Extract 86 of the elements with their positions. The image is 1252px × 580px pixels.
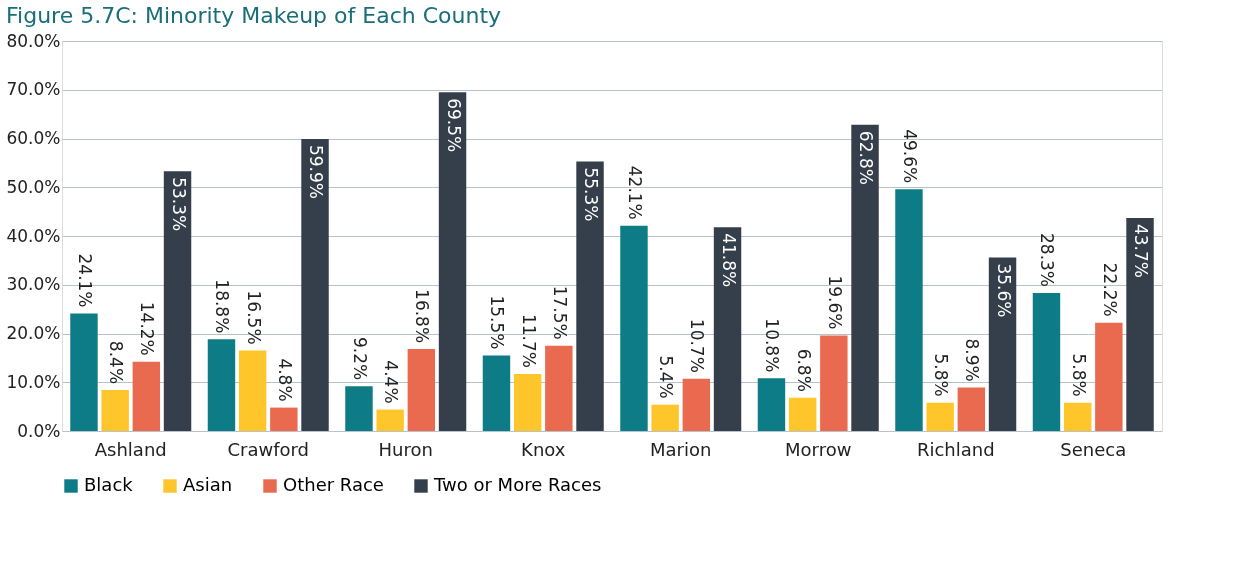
y-tick-label: 30.0%	[6, 274, 61, 295]
bar	[513, 373, 542, 431]
bar	[1126, 217, 1154, 431]
bar	[545, 345, 573, 431]
bar	[376, 409, 404, 431]
bar	[438, 92, 467, 431]
x-tick-label: Marion	[650, 438, 712, 460]
bar	[788, 397, 817, 431]
data-label: 55.3%	[581, 167, 602, 222]
data-label: 69.5%	[443, 98, 464, 153]
bar	[207, 339, 236, 431]
y-tick-label: 20.0%	[6, 323, 61, 343]
data-label: 24.1%	[74, 253, 95, 308]
x-tick-label: Morrow	[785, 438, 852, 460]
data-label: 19.6%	[824, 275, 845, 330]
data-label: 5.8%	[1068, 353, 1089, 397]
data-label: 4.4%	[381, 360, 402, 404]
legend-label: Black	[84, 474, 134, 495]
bar	[101, 390, 129, 431]
data-label: 16.5%	[243, 290, 264, 345]
bar	[132, 361, 161, 431]
data-label: 41.8%	[718, 233, 739, 288]
bar	[957, 387, 986, 431]
bar	[301, 138, 329, 431]
y-tick-label: 70.0%	[6, 79, 61, 100]
bar	[482, 355, 511, 431]
y-tick-label: 40.0%	[6, 225, 61, 246]
chart-title: Figure 5.7C: Minority Makeup of Each County	[6, 3, 502, 28]
data-label: 9.2%	[349, 336, 370, 381]
bar	[270, 407, 298, 431]
bar	[345, 386, 373, 431]
x-tick-label: Huron	[378, 438, 433, 460]
x-tick-label: Seneca	[1060, 438, 1127, 460]
y-tick-label: 50.0%	[6, 176, 61, 197]
bar	[70, 313, 98, 431]
data-label: 4.8%	[274, 358, 295, 402]
data-label: 11.7%	[518, 313, 539, 368]
bar	[757, 378, 786, 431]
data-label: 59.9%	[306, 144, 327, 199]
data-label: 16.8%	[412, 289, 433, 344]
data-label: 14.2%	[137, 301, 158, 356]
legend-label: Two or More Races	[433, 474, 602, 495]
data-label: 10.7%	[687, 318, 708, 373]
data-label: 17.5%	[549, 285, 570, 340]
bar	[163, 171, 192, 431]
bar	[926, 402, 954, 431]
y-tick-label: 10.0%	[6, 371, 61, 392]
x-tick-label: Knox	[521, 438, 566, 460]
data-label: 8.4%	[106, 340, 127, 385]
x-tick-label: Crawford	[227, 438, 310, 460]
legend-label: Other Race	[283, 474, 384, 495]
bar	[820, 335, 848, 431]
bar	[851, 124, 879, 431]
data-label: 35.6%	[993, 263, 1014, 318]
data-label: 49.6%	[899, 129, 920, 184]
bar	[1063, 402, 1092, 431]
bar	[682, 378, 711, 431]
data-label: 6.8%	[793, 348, 814, 392]
data-label: 62.8%	[856, 130, 877, 185]
y-tick-label: 80.0%	[6, 30, 61, 51]
bar	[895, 189, 923, 431]
bar	[620, 225, 648, 431]
y-tick-label: 60.0%	[6, 128, 61, 148]
bar	[713, 227, 742, 431]
data-label: 8.9%	[962, 338, 983, 382]
x-tick-label: Richland	[916, 438, 995, 460]
bar	[651, 404, 679, 431]
data-label: 5.8%	[931, 353, 952, 397]
y-tick-label: 0.0%	[17, 420, 61, 441]
data-label: 18.8%	[212, 279, 233, 334]
legend-label: Asian	[183, 474, 233, 495]
bar	[1032, 293, 1061, 431]
data-label: 28.3%	[1037, 233, 1058, 288]
bar	[407, 349, 436, 431]
x-tick-label: Ashland	[94, 438, 167, 460]
data-label: 10.8%	[762, 318, 783, 373]
data-label: 42.1%	[624, 165, 645, 220]
bar	[988, 257, 1017, 431]
bar	[576, 161, 604, 431]
data-label: 43.7%	[1131, 223, 1152, 278]
bar	[1095, 322, 1123, 431]
data-label: 5.4%	[656, 355, 677, 399]
data-label: 22.2%	[1099, 262, 1120, 317]
data-label: 53.3%	[168, 177, 189, 232]
bar	[238, 350, 267, 431]
data-label: 15.5%	[487, 295, 508, 350]
